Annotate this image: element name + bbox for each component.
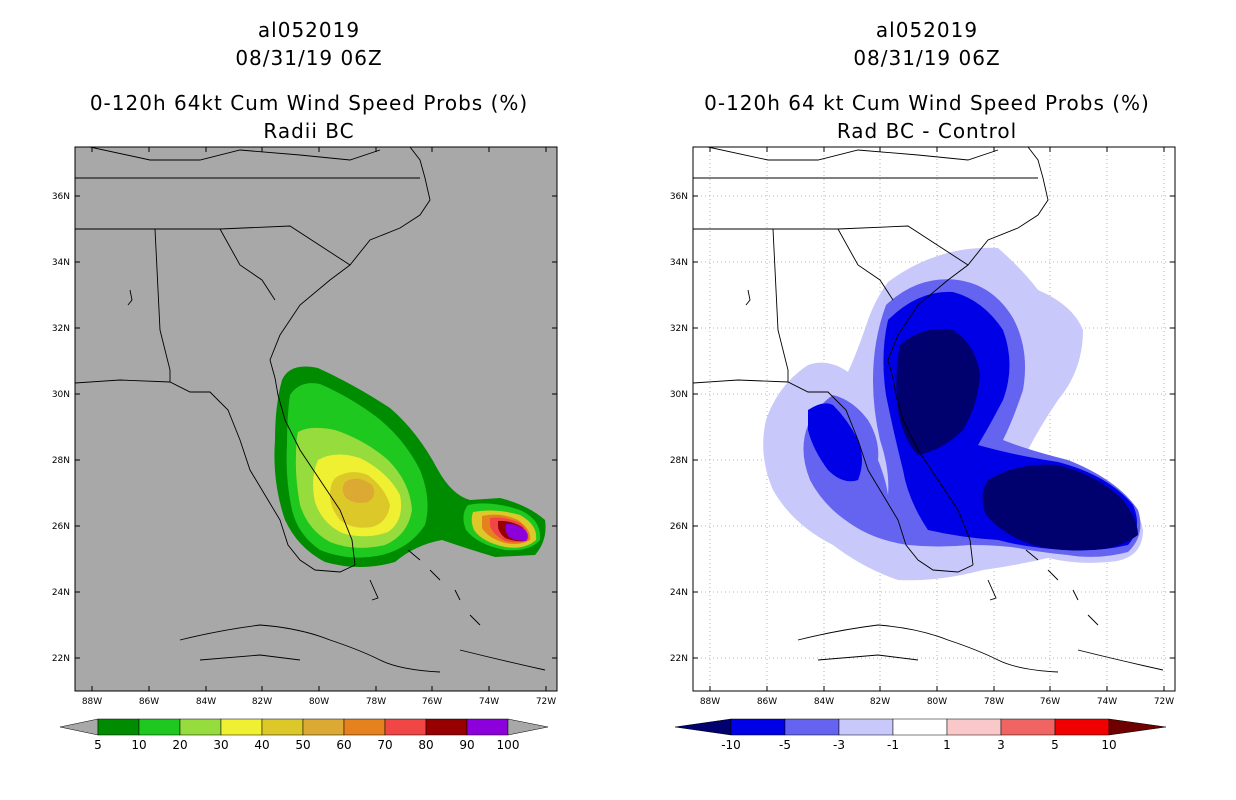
lon-tick-label: 76W [1040,697,1060,707]
lat-tick-label: 36N [52,192,70,202]
lat-ticks: 36N 34N 32N 30N 28N 26N 24N 22N [52,192,557,664]
colorbar-segment [220,718,263,736]
lon-tick-label: 88W [82,697,102,707]
lat-tick-label: 28N [670,456,688,466]
difference-contours [763,247,1143,581]
lat-tick-label: 24N [670,588,688,598]
lat-tick-label: 28N [52,456,70,466]
colorbar-label: 5 [1051,738,1059,752]
lat-tick-label: 24N [52,588,70,598]
lon-tick-label: 84W [814,697,834,707]
probability-contours [274,366,546,567]
lat-tick-label: 34N [52,258,70,268]
colorbar-label: 5 [94,738,102,752]
colorbar-label: 60 [336,738,351,752]
lat-tick-label: 22N [670,654,688,664]
lat-tick-label: 26N [670,522,688,532]
colorbar: -10 -5 -3 -1 1 3 5 10 [674,718,1167,752]
colorbar-segment [946,718,1002,736]
colorbar-label: 3 [997,738,1005,752]
plot-subtitle: Radii BC [263,119,355,143]
storm-id: al052019 [257,18,361,42]
lon-tick-label: 72W [536,697,556,707]
storm-id: al052019 [875,18,979,42]
colorbar-label: 70 [377,738,392,752]
lon-tick-label: 76W [422,697,442,707]
colorbar-label: 40 [254,738,269,752]
lon-tick-label: 82W [870,697,890,707]
lon-tick-label: 88W [700,697,720,707]
lat-tick-label: 22N [52,654,70,664]
colorbar-segment [179,718,222,736]
coastlines-and-borders [693,147,1164,673]
right-panel: al052019 08/31/19 06Z 0-120h 64 kt Cum W… [618,0,1236,800]
left-map: 88W 86W 84W 82W 80W 78W 76W 74W 72W 36N 34N 32N 30N… [52,146,558,752]
colorbar-label: 30 [213,738,228,752]
colorbar-label: 100 [497,738,520,752]
colorbar-segment [343,718,386,736]
colorbar-segment [892,718,948,736]
colorbar-segment [1000,718,1056,736]
colorbar-low-arrow [59,718,99,736]
colorbar-segment [138,718,181,736]
colorbar-segment [97,718,140,736]
colorbar-label: -5 [779,738,791,752]
colorbar: 5 10 20 30 40 50 60 70 80 90 100 [59,718,549,752]
colorbar-high-arrow [507,718,549,736]
lat-tick-label: 32N [670,324,688,334]
lon-ticks: 88W 86W 84W 82W 80W 78W 76W 74W 72W [700,147,1174,707]
colorbar-label: 20 [172,738,187,752]
lat-tick-label: 30N [670,390,688,400]
colorbar-label: -10 [721,738,741,752]
colorbar-label: 50 [295,738,310,752]
lat-tick-label: 30N [52,390,70,400]
colorbar-segment [466,718,509,736]
colorbar-label: 80 [418,738,433,752]
colorbar-label: 10 [131,738,146,752]
colorbar-label: 1 [943,738,951,752]
plot-subtitle: Rad BC - Control [836,119,1018,143]
colorbar-segment [261,718,304,736]
lon-tick-label: 74W [479,697,499,707]
colorbar-segment [425,718,468,736]
lon-tick-label: 86W [139,697,159,707]
plot-title: 0-120h 64kt Cum Wind Speed Probs (%) [89,91,529,115]
lat-ticks: 36N 34N 32N 30N 28N 26N 24N 22N [670,192,1175,664]
lat-tick-label: 34N [670,258,688,268]
lon-tick-label: 74W [1097,697,1117,707]
colorbar-segment [730,718,786,736]
colorbar-segment [384,718,427,736]
lon-tick-label: 78W [366,697,386,707]
plot-title: 0-120h 64 kt Cum Wind Speed Probs (%) [704,91,1150,115]
lon-tick-label: 78W [984,697,1004,707]
lon-ticks: 88W 86W 84W 82W 80W 78W 76W 74W 72W [82,147,556,707]
colorbar-label: -3 [833,738,845,752]
colorbar-low-arrow [674,718,732,736]
colorbar-high-arrow [1108,718,1167,736]
lon-tick-label: 72W [1154,697,1174,707]
datetime: 08/31/19 06Z [853,46,1001,70]
lon-tick-label: 80W [927,697,947,707]
right-map: 88W 86W 84W 82W 80W 78W 76W 74W 72W 36N 34N 32N 30N… [670,146,1176,752]
colorbar-label: 90 [459,738,474,752]
colorbar-segment [302,718,345,736]
lon-tick-label: 82W [252,697,272,707]
lat-tick-label: 26N [52,522,70,532]
datetime: 08/31/19 06Z [235,46,383,70]
lat-tick-label: 36N [670,192,688,202]
lon-tick-label: 86W [757,697,777,707]
colorbar-label: -1 [887,738,899,752]
colorbar-segment [1054,718,1110,736]
coastlines-and-borders [75,147,546,673]
left-panel: al052019 08/31/19 06Z 0-120h 64kt Cum Wi… [52,18,558,752]
colorbar-segment [838,718,894,736]
lon-tick-label: 80W [309,697,329,707]
lat-tick-label: 32N [52,324,70,334]
colorbar-label: 10 [1101,738,1116,752]
lon-tick-label: 84W [196,697,216,707]
colorbar-segment [784,718,840,736]
